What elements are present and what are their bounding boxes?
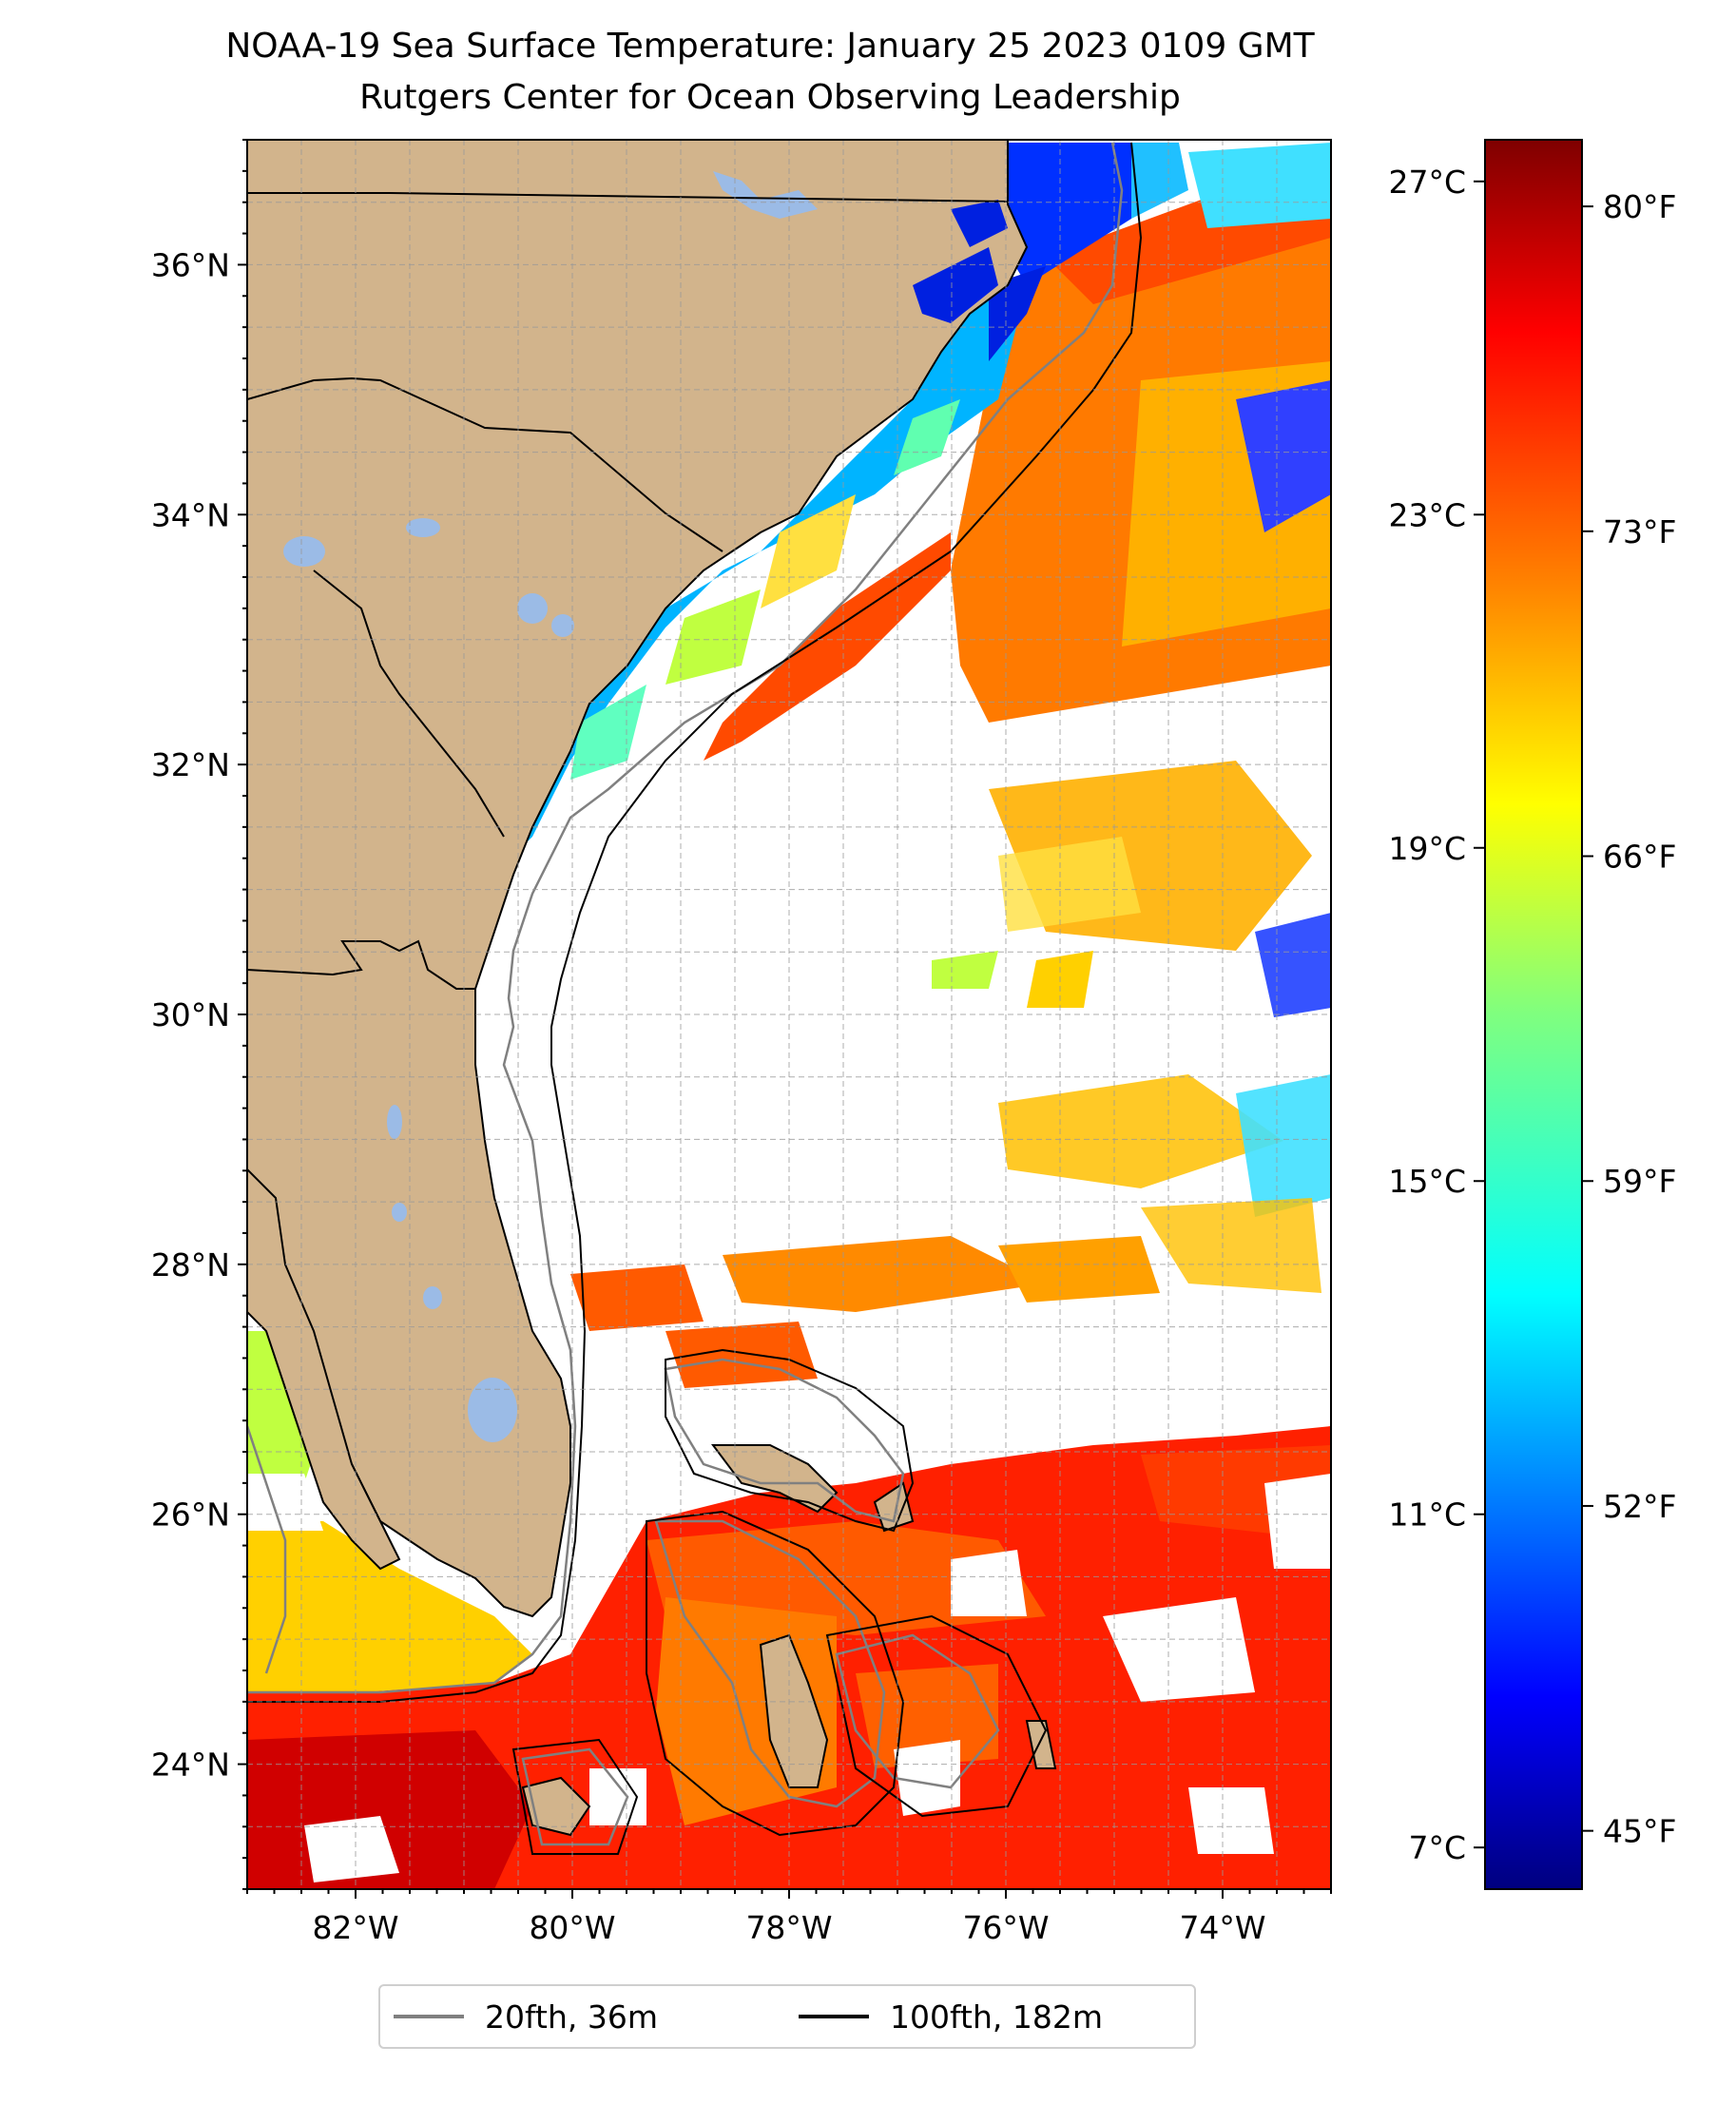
colorbar-celsius-label: 27°C: [1388, 164, 1466, 201]
colorbar-celsius-label: 23°C: [1388, 496, 1466, 533]
colorbar-fahrenheit-label: 73°F: [1603, 513, 1676, 550]
colorbar-fahrenheit-label: 80°F: [1603, 188, 1676, 225]
colorbar: [1484, 139, 1583, 1890]
lat-tick-label: 24°N: [151, 1747, 230, 1784]
legend-item-20fth: 20fth, 36m: [394, 1986, 658, 2047]
lat-tick-label: 34°N: [151, 496, 230, 533]
legend-label-100fth: 100fth, 182m: [890, 1998, 1103, 2036]
lat-tick-label: 32°N: [151, 746, 230, 783]
contour-100fth: [247, 142, 1143, 1855]
legend-label-20fth: 20fth, 36m: [485, 1998, 658, 2036]
lon-tick-label: 74°W: [1179, 1909, 1265, 1946]
lat-tick-label: 28°N: [151, 1246, 230, 1284]
longitude-axis: 82°W 80°W 78°W 76°W 74°W: [246, 1889, 1332, 1946]
legend-swatch-20fth: [394, 2015, 464, 2018]
legend: 20fth, 36m 100fth, 182m: [378, 1984, 1196, 2049]
chart-title: NOAA-19 Sea Surface Temperature: January…: [225, 27, 1315, 66]
colorbar-fahrenheit-axis: 45°F 52°F 59°F 66°F 73°F 80°F: [1582, 188, 1676, 1850]
legend-item-100fth: 100fth, 182m: [799, 1986, 1103, 2047]
colorbar-fahrenheit-label: 45°F: [1603, 1813, 1676, 1850]
map-area: [247, 140, 1331, 1889]
chart-subtitle: Rutgers Center for Ocean Observing Leade…: [359, 78, 1181, 117]
lon-tick-label: 78°W: [745, 1909, 832, 1946]
colorbar-celsius-label: 15°C: [1388, 1163, 1466, 1200]
colorbar-fahrenheit-label: 52°F: [1603, 1488, 1676, 1525]
lon-tick-label: 82°W: [312, 1909, 398, 1946]
colorbar-celsius-axis: 7°C 11°C 15°C 19°C 23°C 27°C: [1388, 164, 1485, 1866]
land-layer: [247, 140, 1057, 1837]
lat-tick-label: 30°N: [151, 996, 230, 1033]
contour-20fth: [247, 142, 1124, 1846]
colorbar-fahrenheit-label: 59°F: [1603, 1163, 1676, 1200]
lon-tick-label: 80°W: [529, 1909, 615, 1946]
colorbar-fahrenheit-label: 66°F: [1603, 839, 1676, 876]
lat-tick-label: 26°N: [151, 1496, 230, 1534]
legend-swatch-100fth: [799, 2015, 869, 2018]
colorbar-celsius-label: 11°C: [1388, 1496, 1466, 1534]
gridlines: [247, 140, 1331, 1889]
colorbar-celsius-label: 7°C: [1408, 1829, 1466, 1866]
lat-tick-label: 36°N: [151, 246, 230, 283]
latitude-axis: 36°N 34°N 32°N 30°N 28°N 26°N 24°N: [151, 139, 247, 1890]
lon-tick-label: 76°W: [962, 1909, 1049, 1946]
colorbar-celsius-label: 19°C: [1388, 830, 1466, 867]
